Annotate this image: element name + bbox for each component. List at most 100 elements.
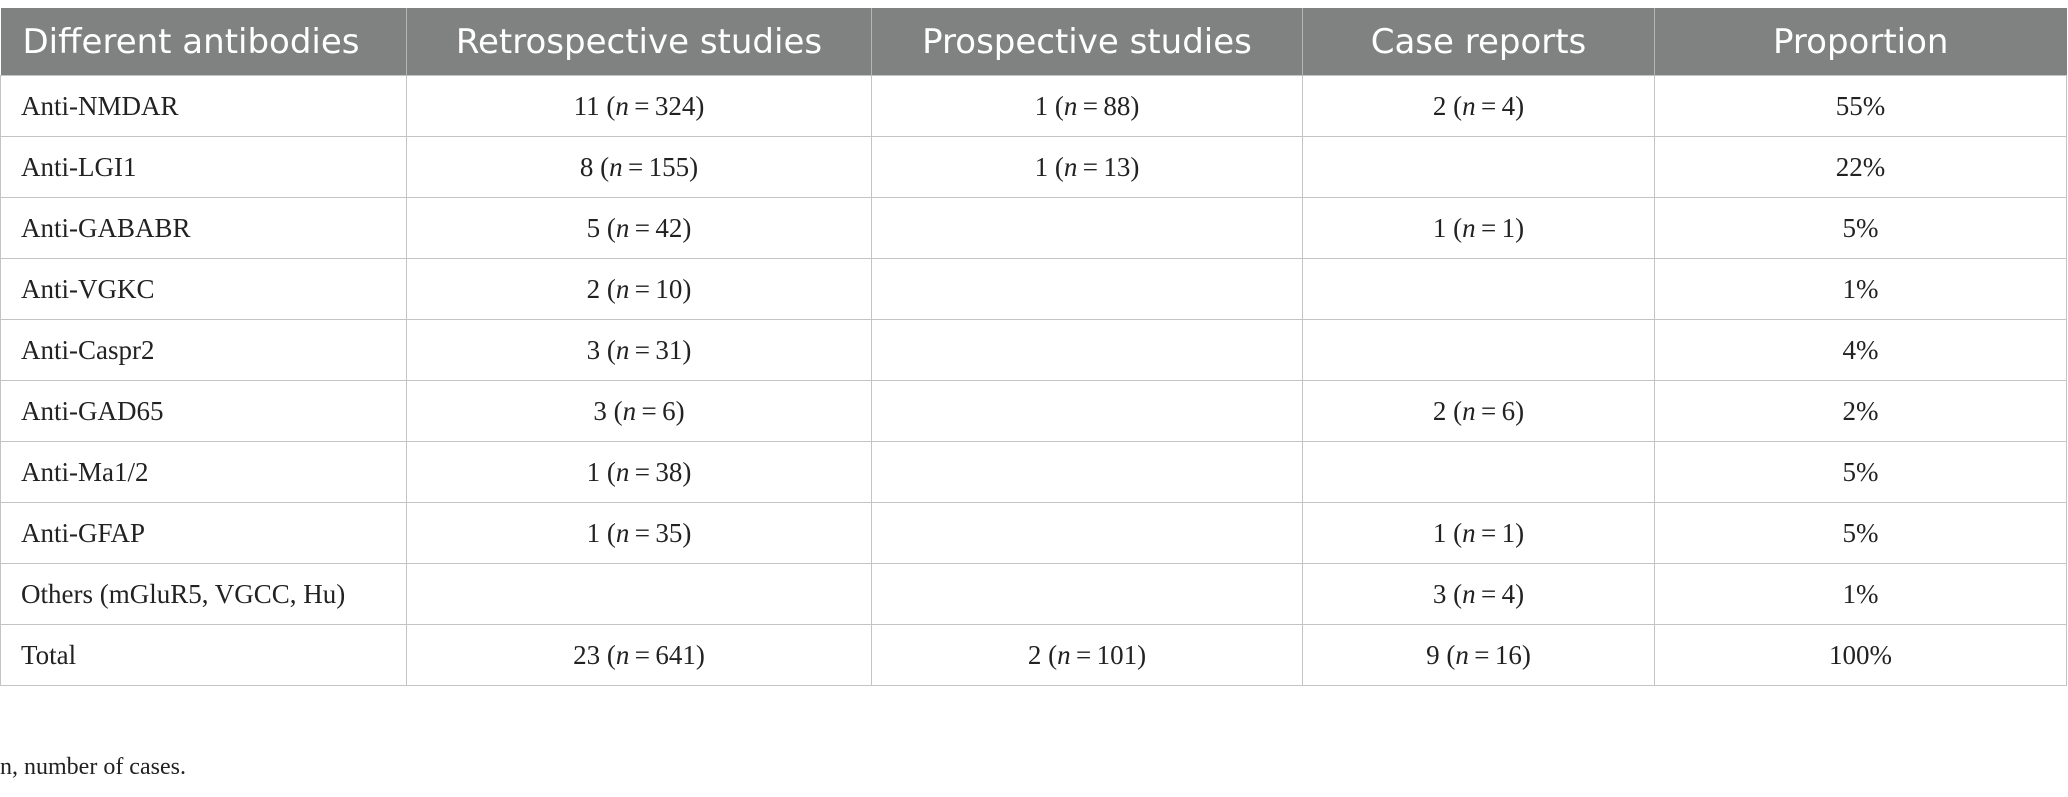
table-footnote: n, number of cases. [0,754,186,780]
study-count: 1 [1034,151,1049,182]
study-count: 3 [593,395,607,426]
table-row: Anti-NMDAR 11 (n = 324) 1 (n = 88) 2 (n = 4… [0,75,2067,137]
table-row: Anti-VGKC 2 (n = 10) 1% [0,258,2067,320]
column-header: Case reports [1302,8,1655,76]
antibody-name-cell: Anti-GFAP [0,502,407,564]
retro-cell: 23 (n = 641) [406,624,872,686]
retro-cell [406,563,872,625]
antibody-name-cell: Total [0,624,407,686]
study-count: 3 [1432,578,1447,609]
pro-cell [871,197,1303,259]
case-count: 13 [1103,151,1131,182]
pro-cell: 2 (n = 101) [871,624,1303,686]
antibody-name-cell: Anti-LGI1 [0,136,407,198]
case-count: 1 [1501,212,1516,243]
n-variable: n [1057,639,1071,670]
pro-cell: 1 (n = 88) [871,75,1303,137]
retro-cell: 1 (n = 35) [406,502,872,564]
pro-cell [871,563,1303,625]
retro-cell: 3 (n = 6) [406,380,872,442]
n-variable: n [1063,90,1078,121]
study-count: 2 [1027,639,1042,670]
column-header: Retrospective studies [406,8,872,76]
n-variable: n [609,151,623,182]
proportion-cell: 5% [1654,502,2067,564]
retro-cell: 1 (n = 38) [406,441,872,503]
case-count: 16 [1494,639,1522,670]
header-row: Different antibodies Retrospective studi… [0,8,2067,76]
retro-cell: 5 (n = 42) [406,197,872,259]
n-variable: n [1455,639,1469,670]
proportion-cell: 1% [1654,258,2067,320]
antibody-name-cell: Anti-VGKC [0,258,407,320]
n-variable: n [615,212,630,243]
study-count: 8 [579,151,594,182]
case-cell: 2 (n = 4) [1302,75,1655,137]
pro-cell [871,441,1303,503]
study-count: 1 [586,517,601,548]
case-cell: 3 (n = 4) [1302,563,1655,625]
n-variable: n [615,639,630,670]
proportion-cell: 5% [1654,441,2067,503]
case-count: 4 [1501,90,1516,121]
column-header: Proportion [1654,8,2067,76]
retro-cell: 11 (n = 324) [406,75,872,137]
n-variable: n [615,90,629,121]
case-count: 155 [648,151,690,182]
n-variable: n [615,456,630,487]
study-count: 2 [1432,395,1447,426]
table-row: Anti-GAD65 3 (n = 6) 2 (n = 6) 2% [0,380,2067,442]
study-count: 1 [1034,90,1049,121]
table-row: Anti-Ma1/2 1 (n = 38) 5% [0,441,2067,503]
study-count: 3 [586,334,601,365]
case-cell [1302,441,1655,503]
n-variable: n [615,334,630,365]
study-count: 1 [586,456,601,487]
retro-cell: 2 (n = 10) [406,258,872,320]
column-header: Prospective studies [871,8,1303,76]
n-variable: n [622,395,637,426]
antibody-name-cell: Anti-GABABR [0,197,407,259]
study-count: 2 [586,273,601,304]
study-count: 5 [586,212,601,243]
case-count: 641 [655,639,696,670]
case-count: 6 [662,395,676,426]
pro-cell [871,319,1303,381]
table-row: Anti-LGI1 8 (n = 155) 1 (n = 13) 22% [0,136,2067,198]
case-cell: 9 (n = 16) [1302,624,1655,686]
n-variable: n [615,517,630,548]
study-count: 9 [1426,639,1440,670]
table-row: Anti-GFAP 1 (n = 35) 1 (n = 1) 5% [0,502,2067,564]
retro-cell: 3 (n = 31) [406,319,872,381]
antibody-name-cell: Anti-Ma1/2 [0,441,407,503]
table-row: Total 23 (n = 641) 2 (n = 101) 9 (n = 16) 10… [0,624,2067,686]
case-count: 35 [655,517,683,548]
case-cell: 1 (n = 1) [1302,502,1655,564]
case-count: 88 [1103,90,1131,121]
n-variable: n [1462,90,1476,121]
case-count: 38 [655,456,683,487]
proportion-cell: 1% [1654,563,2067,625]
proportion-cell: 2% [1654,380,2067,442]
case-count: 31 [655,334,683,365]
case-cell: 2 (n = 6) [1302,380,1655,442]
n-variable: n [1462,578,1476,609]
study-count: 1 [1432,212,1447,243]
table-row: Others (mGluR5, VGCC, Hu) 3 (n = 4) 1% [0,563,2067,625]
proportion-cell: 22% [1654,136,2067,198]
n-variable: n [615,273,630,304]
pro-cell [871,258,1303,320]
case-count: 324 [654,90,696,121]
n-variable: n [1462,517,1476,548]
case-count: 10 [655,273,683,304]
pro-cell: 1 (n = 13) [871,136,1303,198]
antibody-name-cell: Anti-NMDAR [0,75,407,137]
case-cell: 1 (n = 1) [1302,197,1655,259]
case-count: 6 [1501,395,1516,426]
retro-cell: 8 (n = 155) [406,136,872,198]
antibody-name-cell: Anti-Caspr2 [0,319,407,381]
pro-cell [871,502,1303,564]
study-count: 1 [1432,517,1447,548]
case-count: 1 [1501,517,1516,548]
study-count: 23 [573,639,601,670]
